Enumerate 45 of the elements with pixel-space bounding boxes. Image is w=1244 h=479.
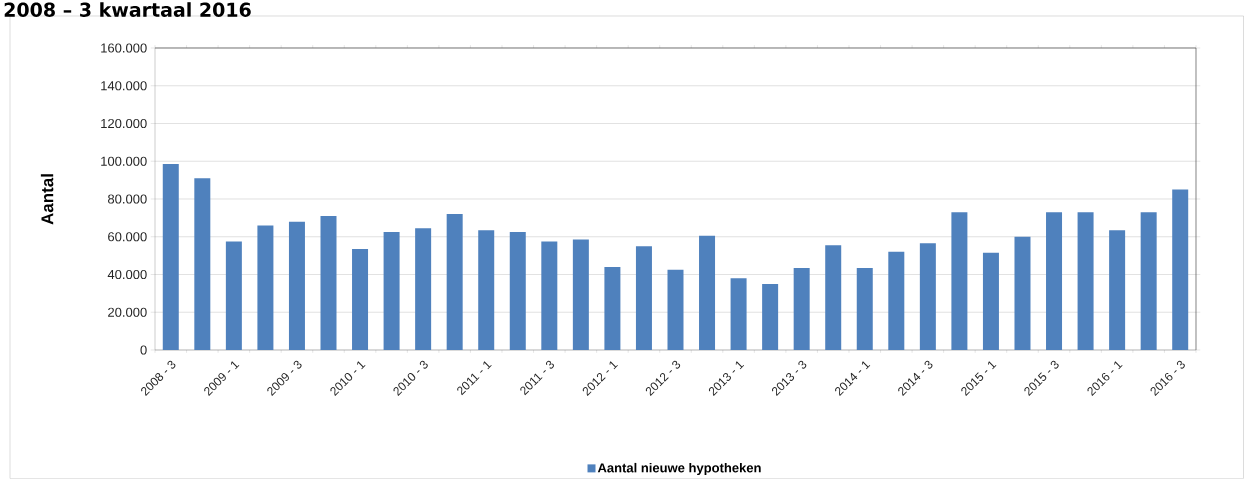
bar (635, 246, 652, 350)
bar (541, 241, 558, 350)
bar (856, 267, 873, 350)
bar (1109, 230, 1126, 350)
bar (982, 252, 999, 350)
y-axis-title: Aantal (40, 174, 54, 225)
bar (667, 269, 684, 350)
bar (919, 243, 936, 350)
bar (888, 251, 905, 350)
bar (288, 221, 305, 350)
chart-title: 2008 – 3 kwartaal 2016 (4, 2, 251, 17)
y-tick-label: 80.000 (108, 194, 147, 204)
bar (825, 245, 842, 350)
bar (478, 230, 495, 350)
bar (1140, 212, 1157, 350)
y-tick-label: 40.000 (107, 269, 147, 280)
bar (604, 266, 621, 350)
bar (762, 283, 779, 350)
bar (699, 235, 716, 350)
bar (730, 278, 747, 350)
y-tick-label: 60.000 (108, 232, 147, 242)
y-tick-label: 0 (140, 345, 147, 355)
bar (320, 215, 337, 350)
bar (793, 267, 810, 350)
y-tick-label: 20.000 (108, 307, 147, 317)
legend-label: Aantal nieuwe hypotheken (597, 462, 761, 476)
bar (446, 214, 463, 350)
bar (509, 232, 526, 350)
bar (257, 225, 274, 350)
bar (162, 164, 179, 350)
bar (225, 241, 242, 350)
bar (383, 232, 400, 350)
bar (194, 178, 211, 350)
y-tick-label: 160.000 (101, 43, 147, 53)
bar (1046, 212, 1063, 350)
bar (415, 228, 432, 350)
bar (1077, 212, 1094, 350)
bar (352, 249, 369, 350)
bar (951, 212, 968, 350)
y-tick-label: 120.000 (101, 118, 147, 129)
bar (1014, 236, 1031, 350)
y-tick-label: 140.000 (101, 81, 147, 91)
bar (572, 239, 589, 350)
y-tick-label: 100.000 (101, 156, 147, 166)
bar (1172, 189, 1189, 350)
